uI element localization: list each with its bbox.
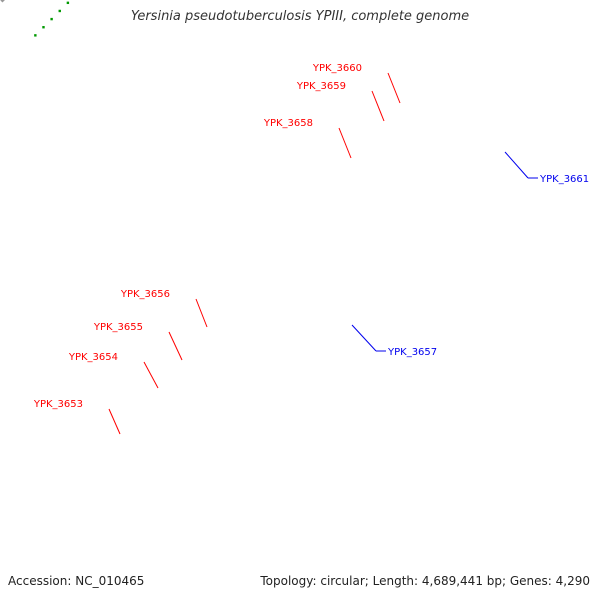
label-leader-lines	[108, 72, 538, 435]
label-leader	[168, 331, 183, 361]
tick-dots	[34, 1, 70, 37]
label-leader	[371, 90, 385, 122]
label-leader	[108, 408, 121, 435]
genome-backbone	[0, 0, 5, 3]
gene-label: YPK_3657	[387, 347, 437, 358]
label-leader	[504, 151, 529, 179]
label-leader	[351, 324, 377, 352]
gene-label: YPK_3659	[296, 81, 346, 92]
label-leader	[387, 72, 401, 104]
map-title: Yersinia pseudotuberculosis YPIII, compl…	[130, 9, 470, 24]
label-leader	[338, 127, 352, 159]
label-leader	[195, 298, 208, 328]
tick-dot	[34, 34, 37, 37]
tick-dot	[42, 26, 45, 29]
gene-label: YPK_3660	[312, 63, 362, 74]
accession-text: Accession: NC_010465	[8, 574, 145, 588]
tick-dot	[58, 9, 61, 13]
backbone-line	[0, 0, 5, 3]
gene-label: YPK_3654	[68, 352, 118, 363]
gene-label: YPK_3656	[120, 289, 170, 300]
gene-label: YPK_3653	[33, 399, 83, 410]
tick-dot	[66, 1, 70, 5]
genome-summary-text: Topology: circular; Length: 4,689,441 bp…	[260, 574, 590, 588]
gene-label: YPK_3658	[263, 118, 313, 129]
gene-labels: YPK_3653 YPK_3654 YPK_3655 YPK_3656 YPK_3658…	[33, 63, 589, 410]
gene-label: YPK_3661	[539, 174, 589, 185]
tick-dot	[50, 17, 53, 21]
label-leader	[143, 361, 159, 389]
gene-label: YPK_3655	[93, 322, 143, 333]
